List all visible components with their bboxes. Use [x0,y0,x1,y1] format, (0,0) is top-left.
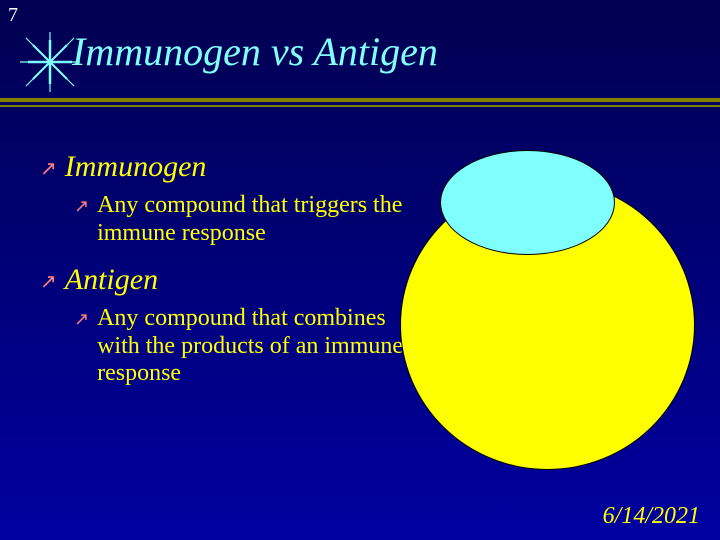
starburst-icon [20,32,80,92]
bullet-heading: Immunogen [65,150,207,184]
arrow-icon: ↗ [74,309,89,330]
bullet-sub-text: Any compound that combines with the prod… [97,305,420,388]
slide-title: Immunogen vs Antigen [72,28,438,75]
arrow-icon: ↗ [40,269,57,294]
arrow-icon: ↗ [40,156,57,181]
bullet-heading: Antigen [65,263,158,297]
bullet-antigen: ↗ Antigen [40,263,420,297]
slide-number: 7 [8,4,18,27]
bullet-immunogen: ↗ Immunogen [40,150,420,184]
venn-diagram [400,150,700,470]
immunogen-ellipse [440,150,615,255]
bullet-antigen-sub: ↗ Any compound that combines with the pr… [74,305,420,388]
arrow-icon: ↗ [74,196,89,217]
slide-date: 6/14/2021 [603,503,700,530]
title-underline [0,98,720,108]
content-block: ↗ Immunogen ↗ Any compound that triggers… [40,150,420,404]
bullet-immunogen-sub: ↗ Any compound that triggers the immune … [74,192,420,247]
bullet-sub-text: Any compound that triggers the immune re… [97,192,420,247]
